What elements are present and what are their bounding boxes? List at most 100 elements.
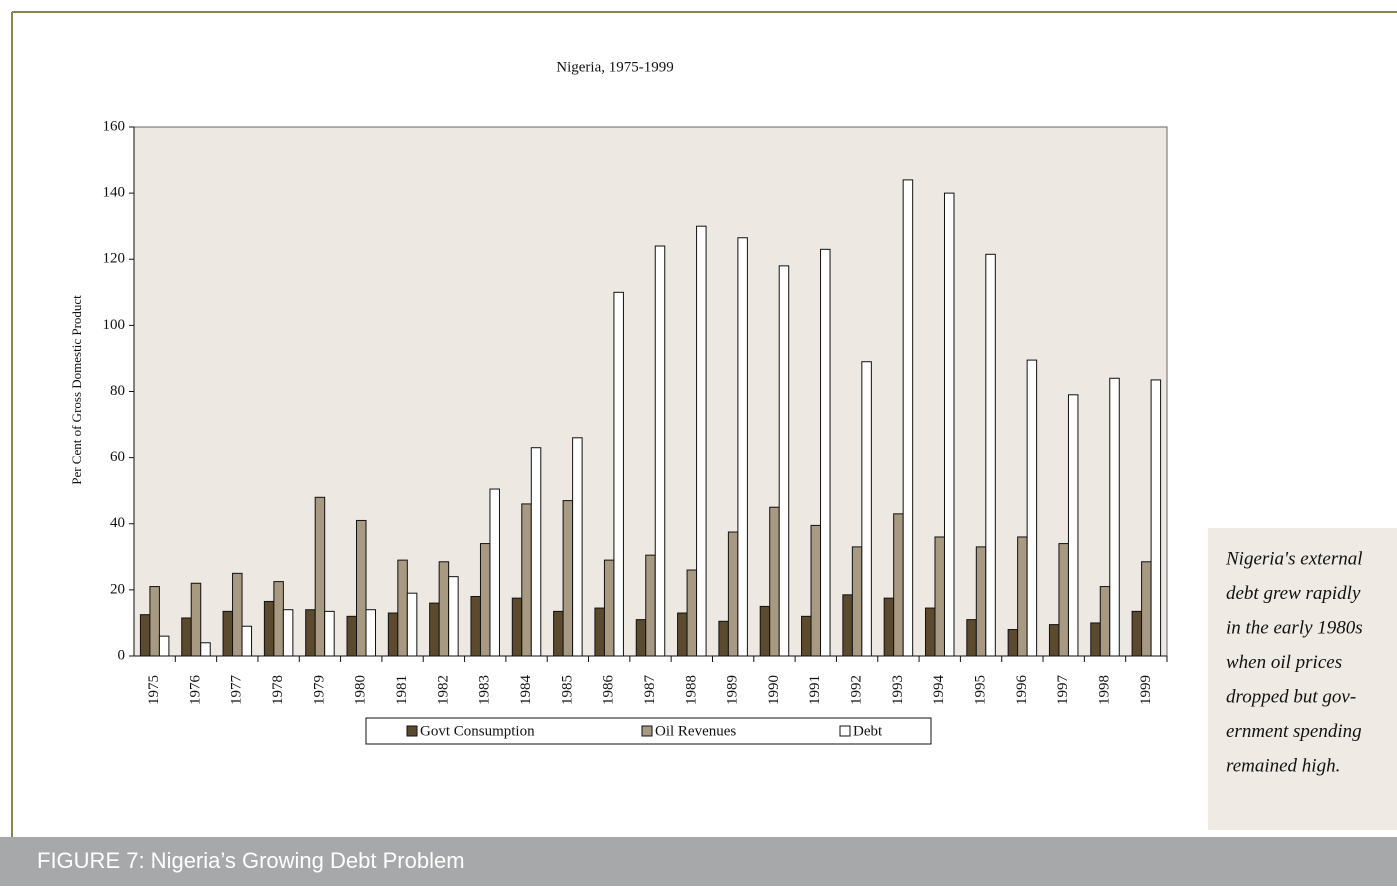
bar [1058, 543, 1069, 657]
bar [883, 597, 895, 657]
legend-label: Debt [853, 723, 883, 739]
bar [1099, 586, 1111, 657]
x-tick-label: 1982 [435, 675, 451, 705]
legend-label: Govt Consumption [420, 723, 535, 739]
bar [943, 192, 955, 657]
bar [314, 496, 326, 657]
bar [654, 245, 666, 657]
bar [1007, 629, 1019, 657]
bar [530, 447, 542, 657]
bar [842, 594, 853, 657]
legend-swatch [839, 725, 851, 737]
bar [305, 609, 316, 657]
bar [645, 554, 656, 657]
x-tick-label: 1996 [1014, 675, 1030, 706]
x-tick-label: 1979 [311, 675, 327, 705]
y-tick-label: 20 [110, 581, 125, 597]
bar [511, 597, 523, 657]
bar [893, 513, 904, 657]
x-tick-label: 1975 [146, 675, 162, 705]
x-tick-label: 1999 [1138, 675, 1154, 705]
bar [273, 581, 284, 657]
x-tick-label: 1995 [972, 675, 988, 705]
bar [562, 500, 574, 657]
y-tick-label: 80 [110, 383, 125, 399]
y-tick-label: 140 [103, 185, 126, 201]
bar [470, 595, 481, 657]
bar [356, 519, 367, 657]
x-tick-label: 1991 [807, 675, 823, 705]
bar [718, 620, 729, 657]
y-tick-label: 160 [103, 118, 126, 134]
bar [759, 605, 771, 657]
bar [448, 576, 459, 657]
x-tick-label: 1980 [353, 675, 369, 705]
bar [521, 503, 532, 657]
x-tick-label: 1988 [683, 675, 699, 705]
bar [1026, 359, 1038, 657]
bar [861, 361, 872, 657]
caption-bar [0, 837, 1397, 886]
x-tick-label: 1985 [559, 675, 575, 705]
legend-label: Oil Revenues [655, 723, 736, 739]
x-tick-label: 1993 [890, 675, 906, 705]
x-tick-label: 1984 [518, 675, 534, 706]
bar [149, 586, 160, 657]
bar [241, 625, 253, 657]
x-tick-label: 1983 [477, 675, 493, 705]
bar [769, 506, 780, 657]
bar [1109, 377, 1120, 657]
x-tick-label: 1990 [766, 675, 782, 705]
bar [696, 225, 707, 657]
legend-swatch [406, 725, 418, 737]
bar [975, 546, 987, 657]
bar [727, 531, 739, 657]
y-tick-label: 0 [118, 647, 126, 663]
bar [677, 612, 688, 657]
bar [820, 248, 831, 657]
bar [397, 559, 408, 657]
bar [1150, 379, 1162, 657]
y-tick-label: 60 [110, 449, 125, 465]
x-tick-label: 1986 [601, 675, 617, 706]
bar [801, 615, 812, 657]
note-line: debt grew rapidly [1226, 583, 1361, 604]
y-tick-label: 40 [110, 515, 125, 531]
bar [966, 619, 977, 657]
note-line: when oil prices [1226, 652, 1342, 673]
bar [346, 615, 358, 657]
x-tick-label: 1987 [642, 675, 658, 706]
bar [200, 642, 211, 657]
bar [613, 291, 624, 657]
bar [924, 607, 936, 657]
bar [1131, 610, 1143, 657]
bar [594, 607, 605, 657]
x-tick-label: 1989 [725, 675, 741, 705]
y-axis-label: Per Cent of Gross Domestic Product [69, 295, 84, 485]
note: Nigeria's external debt grew rapidly in th… [1225, 548, 1363, 776]
x-tick-label: 1976 [187, 675, 203, 706]
legend-swatch [641, 725, 653, 737]
bar [158, 635, 170, 657]
x-tick-label: 1997 [1055, 675, 1071, 706]
y-tick-label: 120 [103, 251, 126, 267]
note-box [1208, 528, 1397, 830]
bar [479, 543, 491, 657]
bar [406, 592, 418, 657]
bar [324, 610, 335, 657]
note-line: in the early 1980s [1226, 617, 1363, 638]
bar [985, 253, 996, 657]
bar [438, 561, 450, 657]
bar [263, 600, 275, 657]
bar [737, 237, 748, 657]
note-line: Nigeria's external [1225, 548, 1363, 569]
bar [222, 610, 234, 657]
y-tick-label: 100 [103, 317, 126, 333]
x-tick-label: 1994 [931, 675, 947, 706]
bar [282, 609, 294, 657]
bar [387, 612, 399, 657]
bar [553, 610, 564, 657]
bar [778, 265, 790, 657]
bar [635, 619, 647, 657]
